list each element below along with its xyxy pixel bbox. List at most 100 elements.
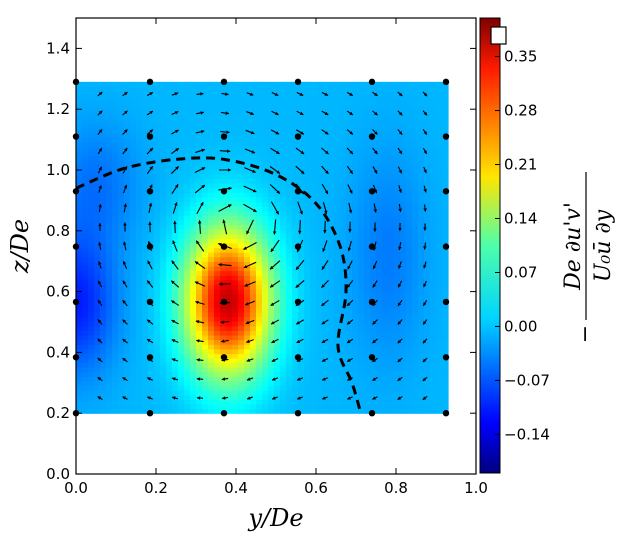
- field-cell: [292, 196, 299, 203]
- field-cell: [256, 229, 263, 235]
- field-cell: [178, 376, 185, 382]
- field-cell: [196, 390, 203, 396]
- field-cell: [118, 288, 125, 295]
- field-cell: [136, 206, 143, 212]
- field-cell: [286, 192, 293, 198]
- field-cell: [304, 270, 311, 276]
- field-cell: [400, 196, 407, 203]
- field-cell: [412, 311, 419, 318]
- field-cell: [436, 385, 443, 391]
- field-cell: [94, 173, 101, 180]
- field-cell: [112, 219, 119, 226]
- measurement-point: [368, 188, 376, 195]
- field-cell: [88, 137, 95, 143]
- field-cell: [274, 155, 281, 161]
- field-cell: [376, 95, 383, 101]
- field-cell: [364, 123, 371, 129]
- field-cell: [352, 233, 359, 239]
- field-cell: [274, 321, 281, 327]
- field-cell: [238, 371, 245, 377]
- field-cell: [256, 339, 263, 345]
- colorbar-tick-label: −0.07: [504, 371, 550, 389]
- field-cell: [382, 270, 389, 276]
- field-cell: [400, 344, 407, 350]
- field-cell: [442, 118, 449, 124]
- field-cell: [436, 316, 443, 322]
- field-cell: [298, 380, 305, 387]
- field-cell: [310, 357, 317, 364]
- field-cell: [394, 252, 401, 258]
- field-cell: [118, 91, 125, 97]
- field-cell: [208, 330, 215, 336]
- field-cell: [232, 288, 239, 295]
- field-cell: [148, 137, 155, 143]
- field-cell: [160, 348, 167, 354]
- field-cell: [298, 164, 305, 170]
- field-cell: [94, 238, 101, 244]
- field-cell: [334, 206, 341, 212]
- field-cell: [232, 169, 239, 175]
- field-cell: [256, 311, 263, 318]
- field-cell: [208, 215, 215, 221]
- vector-arrow: [422, 338, 428, 344]
- measurement-point: [368, 133, 376, 140]
- field-cell: [244, 403, 251, 410]
- field-cell: [190, 330, 197, 336]
- field-cell: [376, 334, 383, 341]
- field-cell: [424, 371, 431, 377]
- field-cell: [130, 150, 137, 157]
- field-cell: [244, 192, 251, 198]
- field-cell: [400, 81, 407, 88]
- field-cell: [154, 275, 161, 281]
- measurement-point: [220, 188, 228, 195]
- field-cell: [160, 192, 167, 198]
- field-cell: [304, 279, 311, 285]
- field-cell: [406, 330, 413, 336]
- field-cell: [190, 233, 197, 239]
- field-cell: [256, 109, 263, 115]
- field-cell: [400, 348, 407, 354]
- field-cell: [436, 81, 443, 88]
- field-cell: [154, 302, 161, 308]
- field-cell: [304, 367, 311, 373]
- field-cell: [256, 187, 263, 193]
- field-cell: [340, 114, 347, 120]
- field-cell: [406, 132, 413, 138]
- field-cell: [328, 114, 335, 120]
- field-cell: [280, 95, 287, 101]
- field-cell: [358, 321, 365, 327]
- field-cell: [418, 118, 425, 124]
- field-cell: [82, 100, 89, 106]
- vector-arrow: [296, 338, 304, 344]
- field-cell: [286, 298, 293, 304]
- field-cell: [310, 224, 317, 230]
- field-cell: [370, 390, 377, 396]
- field-cell: [130, 311, 137, 318]
- field-cell: [376, 252, 383, 258]
- field-cell: [124, 95, 131, 101]
- field-cell: [220, 302, 227, 308]
- field-cell: [274, 104, 281, 111]
- field-cell: [76, 252, 83, 258]
- field-cell: [178, 150, 185, 157]
- field-cell: [322, 192, 329, 198]
- field-cell: [424, 288, 431, 295]
- field-cell: [220, 100, 227, 106]
- field-cell: [262, 348, 269, 354]
- field-cell: [316, 380, 323, 387]
- field-cell: [226, 357, 233, 364]
- field-cell: [172, 279, 179, 285]
- field-cell: [238, 321, 245, 327]
- field-cell: [382, 321, 389, 327]
- vector-arrow: [98, 241, 102, 250]
- field-cell: [364, 403, 371, 410]
- field-cell: [394, 219, 401, 226]
- field-cell: [124, 173, 131, 180]
- field-cell: [412, 348, 419, 354]
- field-cell: [214, 196, 221, 203]
- field-cell: [244, 325, 251, 331]
- field-cell: [76, 215, 83, 221]
- field-cell: [340, 238, 347, 244]
- field-cell: [160, 394, 167, 400]
- field-cell: [388, 357, 395, 364]
